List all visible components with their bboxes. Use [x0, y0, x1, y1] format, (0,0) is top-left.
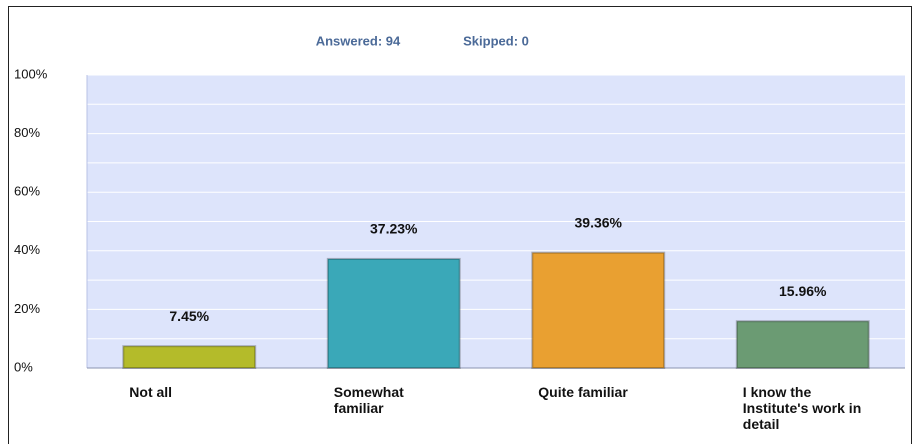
answered: Answered: 94 — [316, 33, 401, 48]
skipped: Skipped: 0 — [463, 33, 529, 48]
frame — [8, 6, 912, 444]
y-tick-label: 0% — [14, 359, 33, 374]
bar — [326, 257, 461, 370]
x-tick-label: Quite familiar — [538, 384, 628, 400]
x-tick-label: Not all — [129, 384, 173, 400]
y-tick-label: 20% — [14, 301, 40, 316]
y-tick-label: 60% — [14, 184, 40, 199]
y-tick-label: 40% — [14, 242, 40, 257]
y-tick-label: 80% — [14, 125, 40, 140]
x-tick-label: I know the Institute's work in detail — [742, 384, 862, 432]
value-label: 15.96% — [779, 283, 827, 299]
bar — [122, 345, 257, 370]
bar — [735, 320, 870, 370]
value-label: 39.36% — [575, 214, 623, 230]
value-label: 7.45% — [169, 308, 209, 324]
value-label: 37.23% — [370, 221, 418, 237]
bar — [531, 251, 666, 369]
y-tick-label: 100% — [14, 66, 48, 81]
x-tick-label: Somewhat familiar — [333, 384, 404, 416]
